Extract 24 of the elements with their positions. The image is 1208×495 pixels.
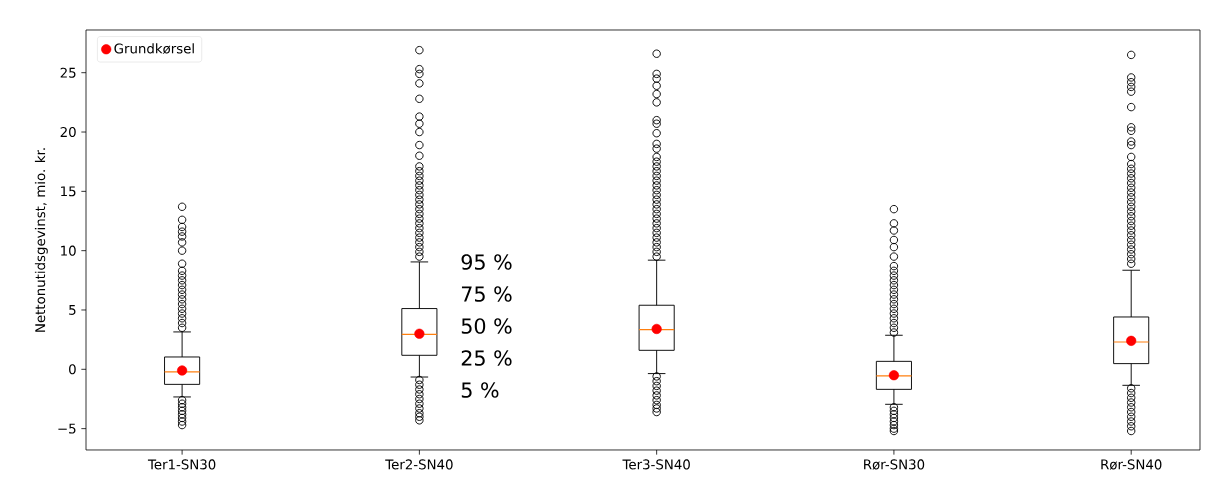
y-tick-label: 15 — [61, 186, 76, 197]
y-tick-label: 10 — [61, 245, 76, 256]
annotation: 25 % — [461, 350, 512, 366]
annotation: 75 % — [461, 286, 512, 302]
point — [888, 370, 899, 381]
annotation: 5 % — [461, 382, 499, 398]
x-tick-label: Rør-SN30 — [864, 459, 925, 470]
point — [177, 365, 188, 376]
point — [651, 323, 662, 335]
x-tick-label: Ter2-SN40 — [385, 459, 453, 470]
point — [1126, 335, 1137, 346]
y-axis-title: Nettonutidsgevinst, mio. kr. — [34, 148, 48, 332]
x-tick-label: Ter3-SN40 — [622, 459, 690, 470]
x-tick-label: Rør-SN40 — [1101, 459, 1162, 470]
annotation: 50 % — [461, 318, 512, 334]
y-tick-label: 25 — [60, 67, 76, 78]
annotation: 95 % — [461, 254, 512, 270]
y-tick-label: −5 — [58, 423, 76, 434]
legend-label: Grundkørsel — [114, 43, 194, 54]
y-tick-label: 0 — [69, 364, 76, 375]
point — [414, 328, 425, 339]
x-tick-label: Ter1-SN30 — [147, 459, 216, 470]
y-tick-label: 20 — [60, 126, 76, 138]
y-tick-label: 5 — [69, 305, 76, 315]
